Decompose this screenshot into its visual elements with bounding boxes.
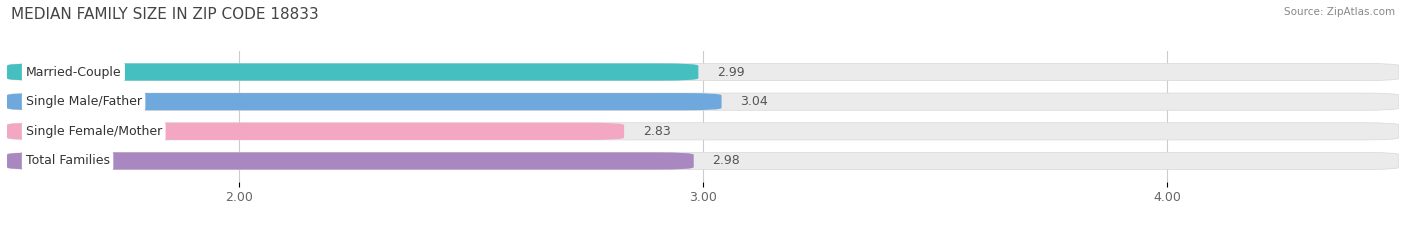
Text: 2.99: 2.99: [717, 65, 745, 79]
Text: MEDIAN FAMILY SIZE IN ZIP CODE 18833: MEDIAN FAMILY SIZE IN ZIP CODE 18833: [11, 7, 319, 22]
Text: 2.83: 2.83: [643, 125, 671, 138]
Text: Married-Couple: Married-Couple: [25, 65, 121, 79]
FancyBboxPatch shape: [7, 93, 721, 110]
FancyBboxPatch shape: [7, 93, 1399, 110]
Text: 2.98: 2.98: [713, 154, 740, 168]
FancyBboxPatch shape: [7, 123, 624, 140]
Text: Source: ZipAtlas.com: Source: ZipAtlas.com: [1284, 7, 1395, 17]
Text: 3.04: 3.04: [740, 95, 768, 108]
Text: Single Male/Father: Single Male/Father: [25, 95, 142, 108]
FancyBboxPatch shape: [7, 152, 1399, 170]
Text: Total Families: Total Families: [25, 154, 110, 168]
FancyBboxPatch shape: [7, 63, 1399, 81]
FancyBboxPatch shape: [7, 123, 1399, 140]
Text: Single Female/Mother: Single Female/Mother: [25, 125, 162, 138]
FancyBboxPatch shape: [7, 152, 693, 170]
FancyBboxPatch shape: [7, 63, 699, 81]
